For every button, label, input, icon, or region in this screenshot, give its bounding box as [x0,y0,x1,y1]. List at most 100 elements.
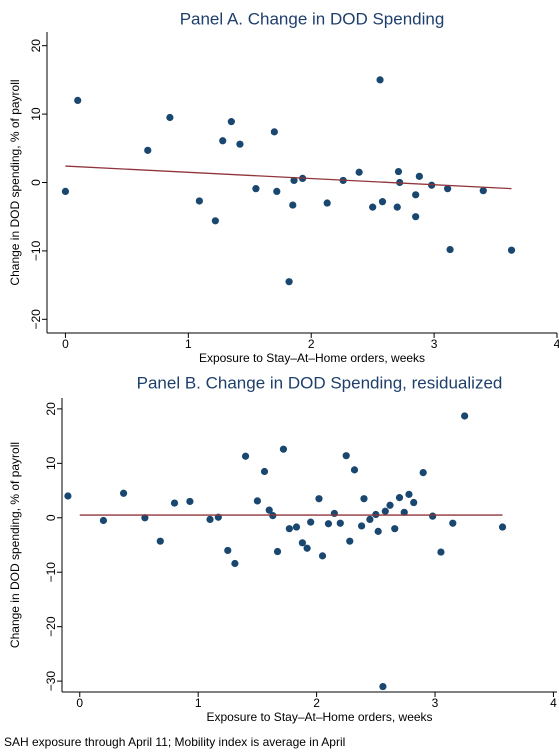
x-tick-label: 2 [313,696,320,710]
point [461,412,469,420]
point [386,501,394,509]
point [444,185,452,193]
point [170,499,179,507]
point [369,203,377,211]
point [219,137,227,145]
x-tick-label: 2 [308,337,315,351]
point [273,187,281,195]
fit-line [65,165,512,190]
point [400,508,408,516]
point [253,497,261,505]
point [449,519,457,527]
point [507,246,516,254]
point [141,514,149,522]
point [289,201,297,209]
point [119,489,128,497]
x-tick-label: 0 [76,696,83,710]
y-axis-label: Change in DOD spending, % of payroll [8,79,22,285]
point [374,527,382,535]
x-tick-label: 3 [432,696,439,710]
point [419,468,427,477]
point [231,559,239,568]
chart-title: Panel B. Change in DOD Spending, residua… [137,373,503,392]
point [405,490,413,498]
point [156,537,164,545]
point [360,495,368,503]
y-tick-label: −20 [44,616,58,637]
point [446,245,454,254]
y-axis-label: Change in DOD spending, % of payroll [8,442,22,648]
point [298,539,306,547]
point [99,516,108,525]
point [395,494,404,502]
footnote: SAH exposure through April 11; Mobility … [4,735,345,749]
point [252,185,260,193]
point [410,498,418,507]
point [315,495,323,503]
y-tick-label: −10 [29,240,43,261]
point [342,452,350,460]
y-tick-label: 0 [29,179,43,186]
point [330,509,338,518]
y-tick-label: 20 [44,402,58,416]
point [429,512,437,520]
point [350,466,359,474]
point [355,168,363,176]
y-tick-label: 10 [44,456,58,470]
point [290,176,298,185]
point [270,128,278,136]
point [144,146,152,154]
y-tick-label: −10 [44,562,58,583]
x-tick-label: 1 [185,337,192,351]
point [393,203,401,211]
point [498,523,507,531]
point [64,492,72,500]
point [394,167,403,176]
x-tick-label: 3 [431,337,438,351]
point [479,187,487,195]
point [358,522,366,530]
point [307,518,315,526]
x-axis-label: Exposure to Stay–At–Home orders, weeks [206,710,432,724]
point [186,497,194,506]
point [381,507,389,515]
point [279,445,288,453]
point [211,217,219,225]
point [366,515,374,524]
point [265,506,273,514]
point [224,546,232,555]
y-tick-label: −30 [44,671,58,692]
point [285,525,293,533]
point [376,76,384,84]
point [285,278,293,286]
point [303,544,311,552]
point [324,520,333,528]
point [227,118,235,126]
point [273,547,282,556]
point [241,452,250,460]
point [336,519,344,527]
point [260,467,269,476]
x-tick-label: 4 [550,696,557,710]
point [415,172,423,180]
chart-title: Panel A. Change in DOD Spending [180,9,445,28]
point [74,96,82,105]
point [437,548,445,556]
point [292,523,301,531]
x-tick-label: 0 [62,337,69,351]
x-tick-label: 1 [195,696,202,710]
point [412,191,420,199]
point [318,552,327,560]
y-tick-label: 10 [29,107,43,121]
y-tick-label: 20 [29,39,43,53]
point [412,213,420,221]
y-tick-label: −20 [29,309,43,330]
point [379,682,387,691]
point [61,187,70,195]
point [236,140,244,148]
point [323,199,331,207]
point [346,537,354,545]
x-tick-label: 4 [554,337,559,351]
